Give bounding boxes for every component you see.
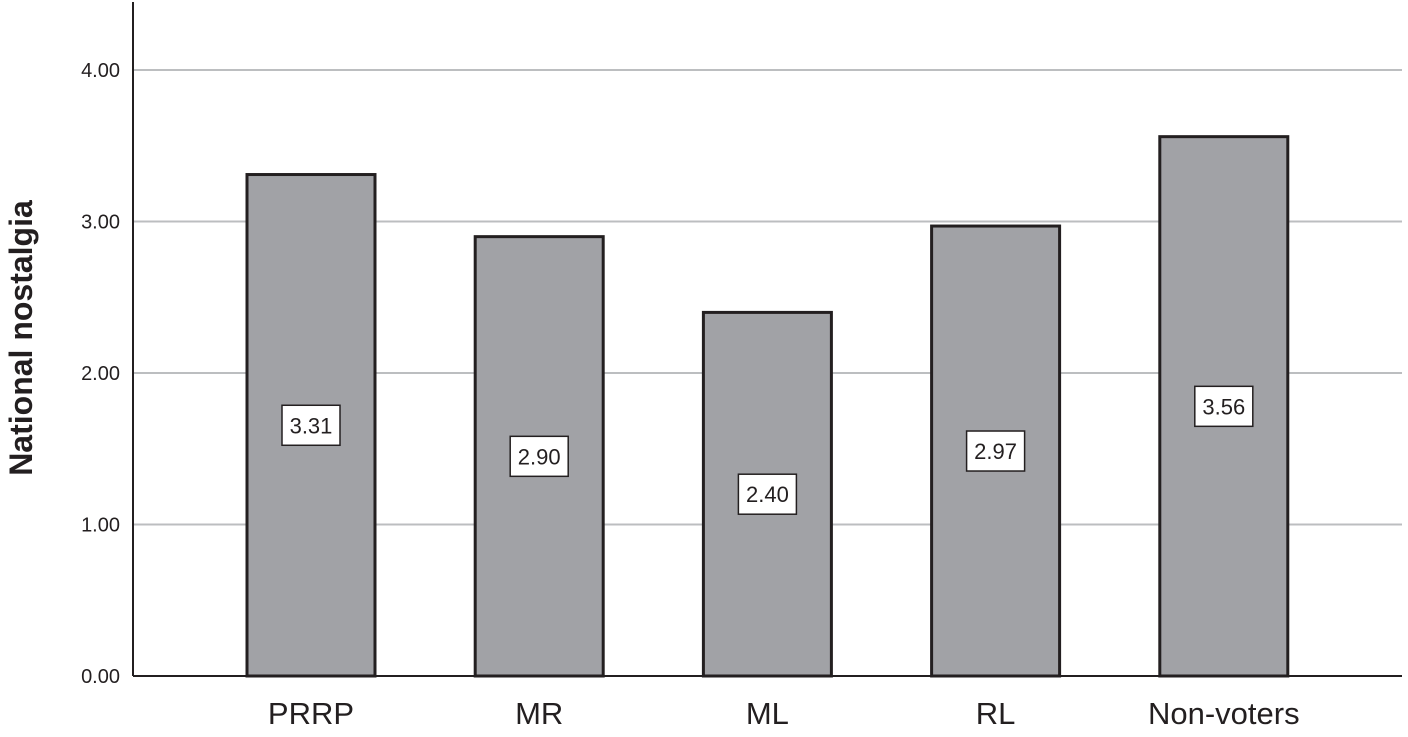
y-tick-label: 4.00 [81, 60, 120, 82]
data-label: 2.97 [974, 439, 1017, 464]
data-label-box [1194, 385, 1254, 428]
data-label: 2.90 [518, 444, 561, 469]
data-label-box [965, 430, 1026, 472]
data-labels: 3.31 2.90 2.40 2.97 3.56 [281, 385, 1254, 515]
y-tick-label: 1.00 [81, 515, 120, 537]
y-tick-label: 2.00 [81, 363, 120, 385]
y-axis-label: National nostalgia [3, 200, 39, 476]
y-tick-label: 3.00 [81, 212, 120, 234]
category-label: MR [515, 696, 563, 731]
data-label-box [509, 435, 569, 478]
category-label: Non-voters [1148, 696, 1300, 731]
data-label: 3.31 [290, 413, 333, 438]
category-label: ML [746, 696, 789, 731]
data-label: 3.56 [1202, 394, 1245, 419]
data-label-box [737, 473, 798, 515]
axes [132, 2, 1402, 677]
y-tick-labels: 0.00 1.00 2.00 3.00 4.00 [81, 60, 120, 688]
category-labels: PRRP MR ML RL Non-voters [268, 696, 1300, 731]
data-label-box [281, 404, 341, 447]
category-label: RL [976, 696, 1016, 731]
bars [245, 135, 1290, 678]
category-label: PRRP [268, 696, 354, 731]
data-label: 2.40 [746, 482, 789, 507]
y-tick-label: 0.00 [81, 666, 120, 688]
